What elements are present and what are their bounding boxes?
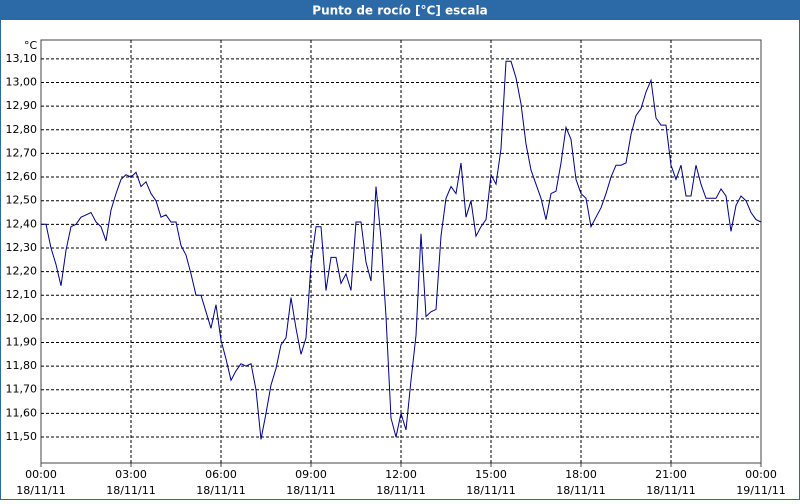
y-tick-label: 13,00 [6, 76, 38, 89]
x-tick-date: 18/11/11 [466, 484, 515, 497]
y-tick-label: 11,50 [6, 430, 38, 443]
y-tick-label: 11,90 [6, 335, 38, 348]
y-tick-label: 11,80 [6, 359, 38, 372]
x-tick-date: 18/11/11 [556, 484, 605, 497]
y-tick-label: 12,30 [6, 241, 38, 254]
y-unit: °C [24, 39, 38, 52]
x-tick-label: 12:00 [385, 468, 417, 481]
y-tick-label: 12,90 [6, 99, 38, 112]
y-tick-label: 12,80 [6, 123, 38, 136]
y-tick-label: 11,70 [6, 383, 38, 396]
y-tick-label: 12,60 [6, 170, 38, 183]
y-tick-label: 11,60 [6, 406, 38, 419]
x-tick-date: 18/11/11 [376, 484, 425, 497]
y-tick-label: 12,70 [6, 146, 38, 159]
y-tick-label: 12,50 [6, 194, 38, 207]
chart-title: Punto de rocío [°C] escala [312, 4, 487, 18]
x-tick-date: 18/11/11 [286, 484, 335, 497]
x-tick-date: 19/11/11 [736, 484, 785, 497]
x-tick-date: 18/11/11 [646, 484, 695, 497]
y-tick-label: 12,00 [6, 312, 38, 325]
x-tick-label: 06:00 [205, 468, 237, 481]
title-bar [0, 0, 800, 20]
x-tick-label: 21:00 [655, 468, 687, 481]
x-tick-label: 00:00 [25, 468, 57, 481]
y-tick-label: 13,10 [6, 52, 38, 65]
x-tick-label: 09:00 [295, 468, 327, 481]
x-tick-label: 03:00 [115, 468, 147, 481]
x-tick-label: 00:00 [745, 468, 777, 481]
x-tick-date: 18/11/11 [16, 484, 65, 497]
x-tick-label: 15:00 [475, 468, 507, 481]
x-tick-date: 18/11/11 [196, 484, 245, 497]
x-tick-date: 18/11/11 [106, 484, 155, 497]
y-tick-label: 12,40 [6, 217, 38, 230]
data-line [41, 60, 762, 440]
y-tick-label: 12,20 [6, 265, 38, 278]
x-tick-label: 18:00 [565, 468, 597, 481]
y-tick-label: 12,10 [6, 288, 38, 301]
